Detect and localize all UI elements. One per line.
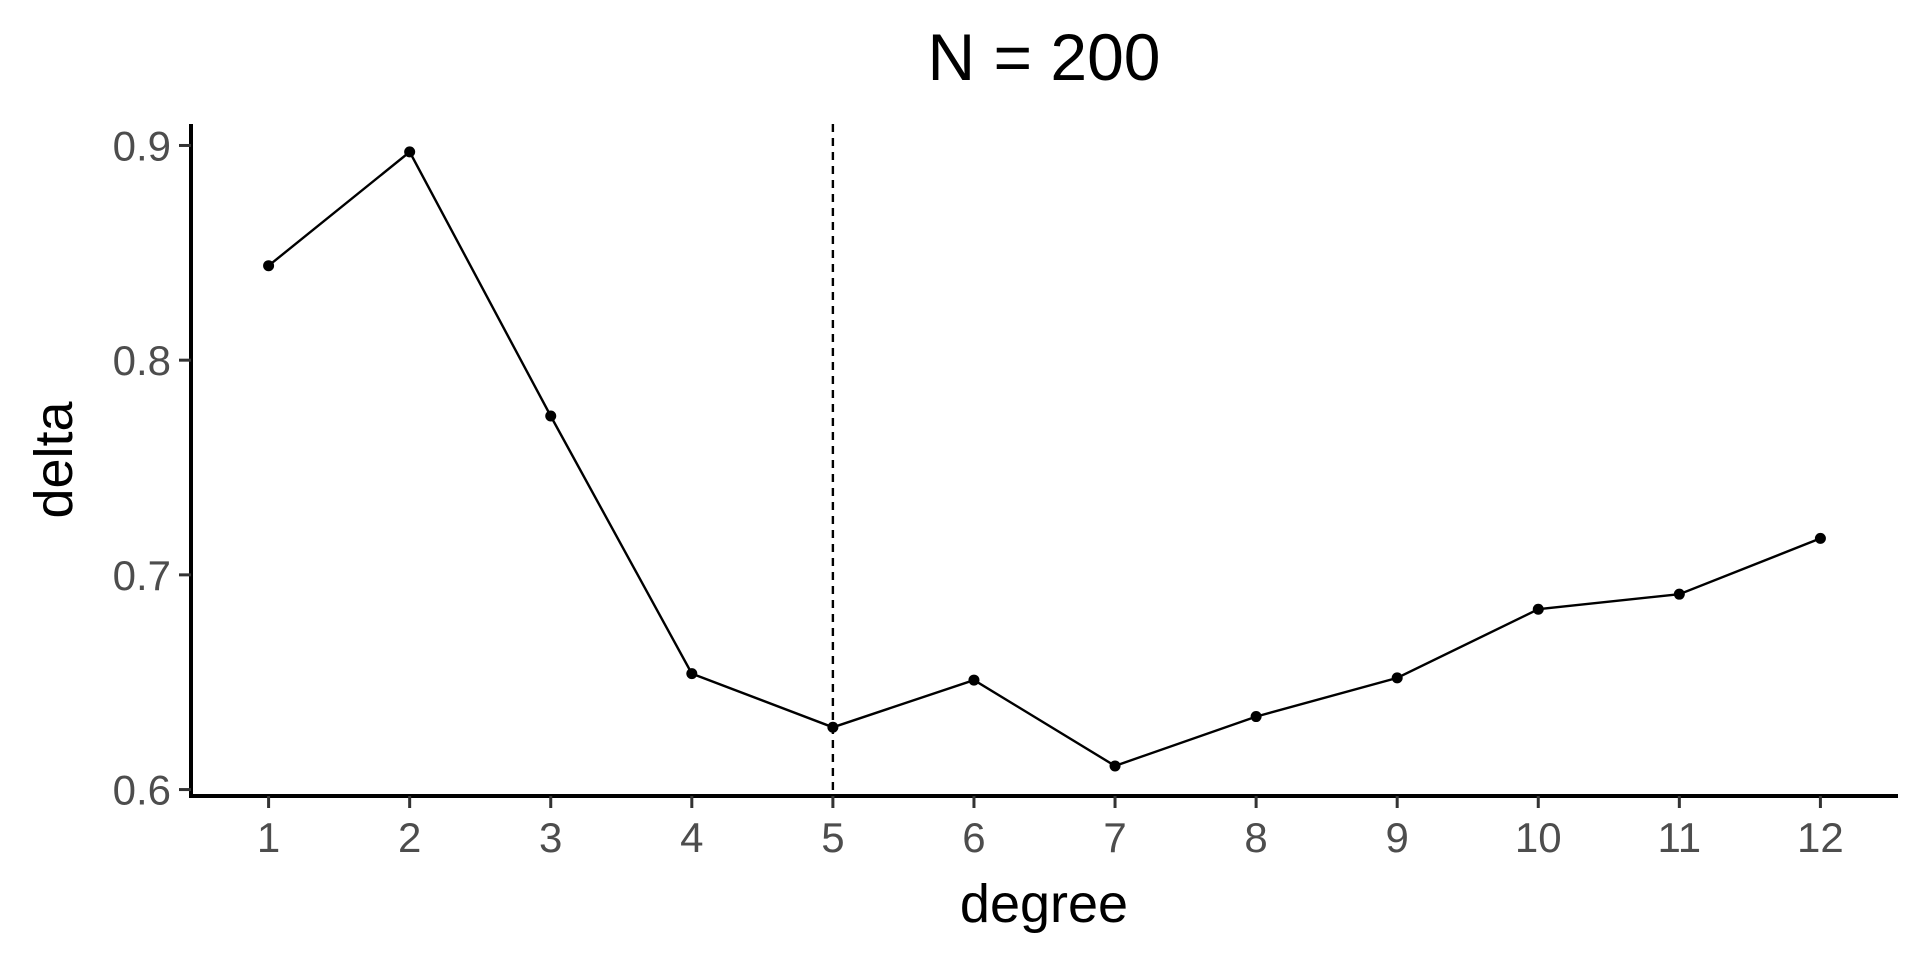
x-tick-label-11: 11 <box>1658 814 1702 861</box>
data-point-degree-1 <box>263 260 275 272</box>
y-tick-label-0.8: 0.8 <box>113 337 171 384</box>
data-point-degree-11 <box>1673 588 1685 600</box>
x-tick-label-4: 4 <box>680 814 703 861</box>
x-tick-label-7: 7 <box>1103 814 1126 861</box>
data-point-degree-2 <box>404 146 416 158</box>
y-tick-label-0.7: 0.7 <box>113 552 171 599</box>
data-point-degree-4 <box>686 668 698 680</box>
series-line <box>267 150 1821 768</box>
y-tick-label-0.6: 0.6 <box>113 767 171 814</box>
x-tick-label-10: 10 <box>1515 814 1562 861</box>
data-point-degree-5 <box>827 721 839 733</box>
x-tick-label-9: 9 <box>1386 814 1409 861</box>
x-tick-label-1: 1 <box>257 814 280 861</box>
data-point-degree-10 <box>1532 603 1544 615</box>
data-point-degree-6 <box>968 674 980 686</box>
data-point-degree-3 <box>545 410 557 422</box>
data-point-degree-8 <box>1250 711 1262 723</box>
y-tick-label-0.9: 0.9 <box>113 122 171 169</box>
x-tick-label-2: 2 <box>398 814 421 861</box>
tick-marks: 1 2 3 4 5 6 7 8 9 10 11 120.60.70.80.9 <box>113 122 1844 861</box>
x-tick-label-5: 5 <box>821 814 844 861</box>
y-axis-title: delta <box>24 400 84 518</box>
x-tick-label-8: 8 <box>1244 814 1267 861</box>
x-axis-title: degree <box>960 874 1128 934</box>
axes <box>189 124 1898 798</box>
data-point-degree-9 <box>1391 672 1403 684</box>
data-point-degree-12 <box>1814 532 1826 544</box>
x-tick-label-12: 12 <box>1797 814 1844 861</box>
plot-area <box>263 124 1826 796</box>
x-tick-label-3: 3 <box>539 814 562 861</box>
chart-title: N = 200 <box>928 20 1161 94</box>
x-tick-label-6: 6 <box>962 814 985 861</box>
data-point-degree-7 <box>1109 760 1121 772</box>
